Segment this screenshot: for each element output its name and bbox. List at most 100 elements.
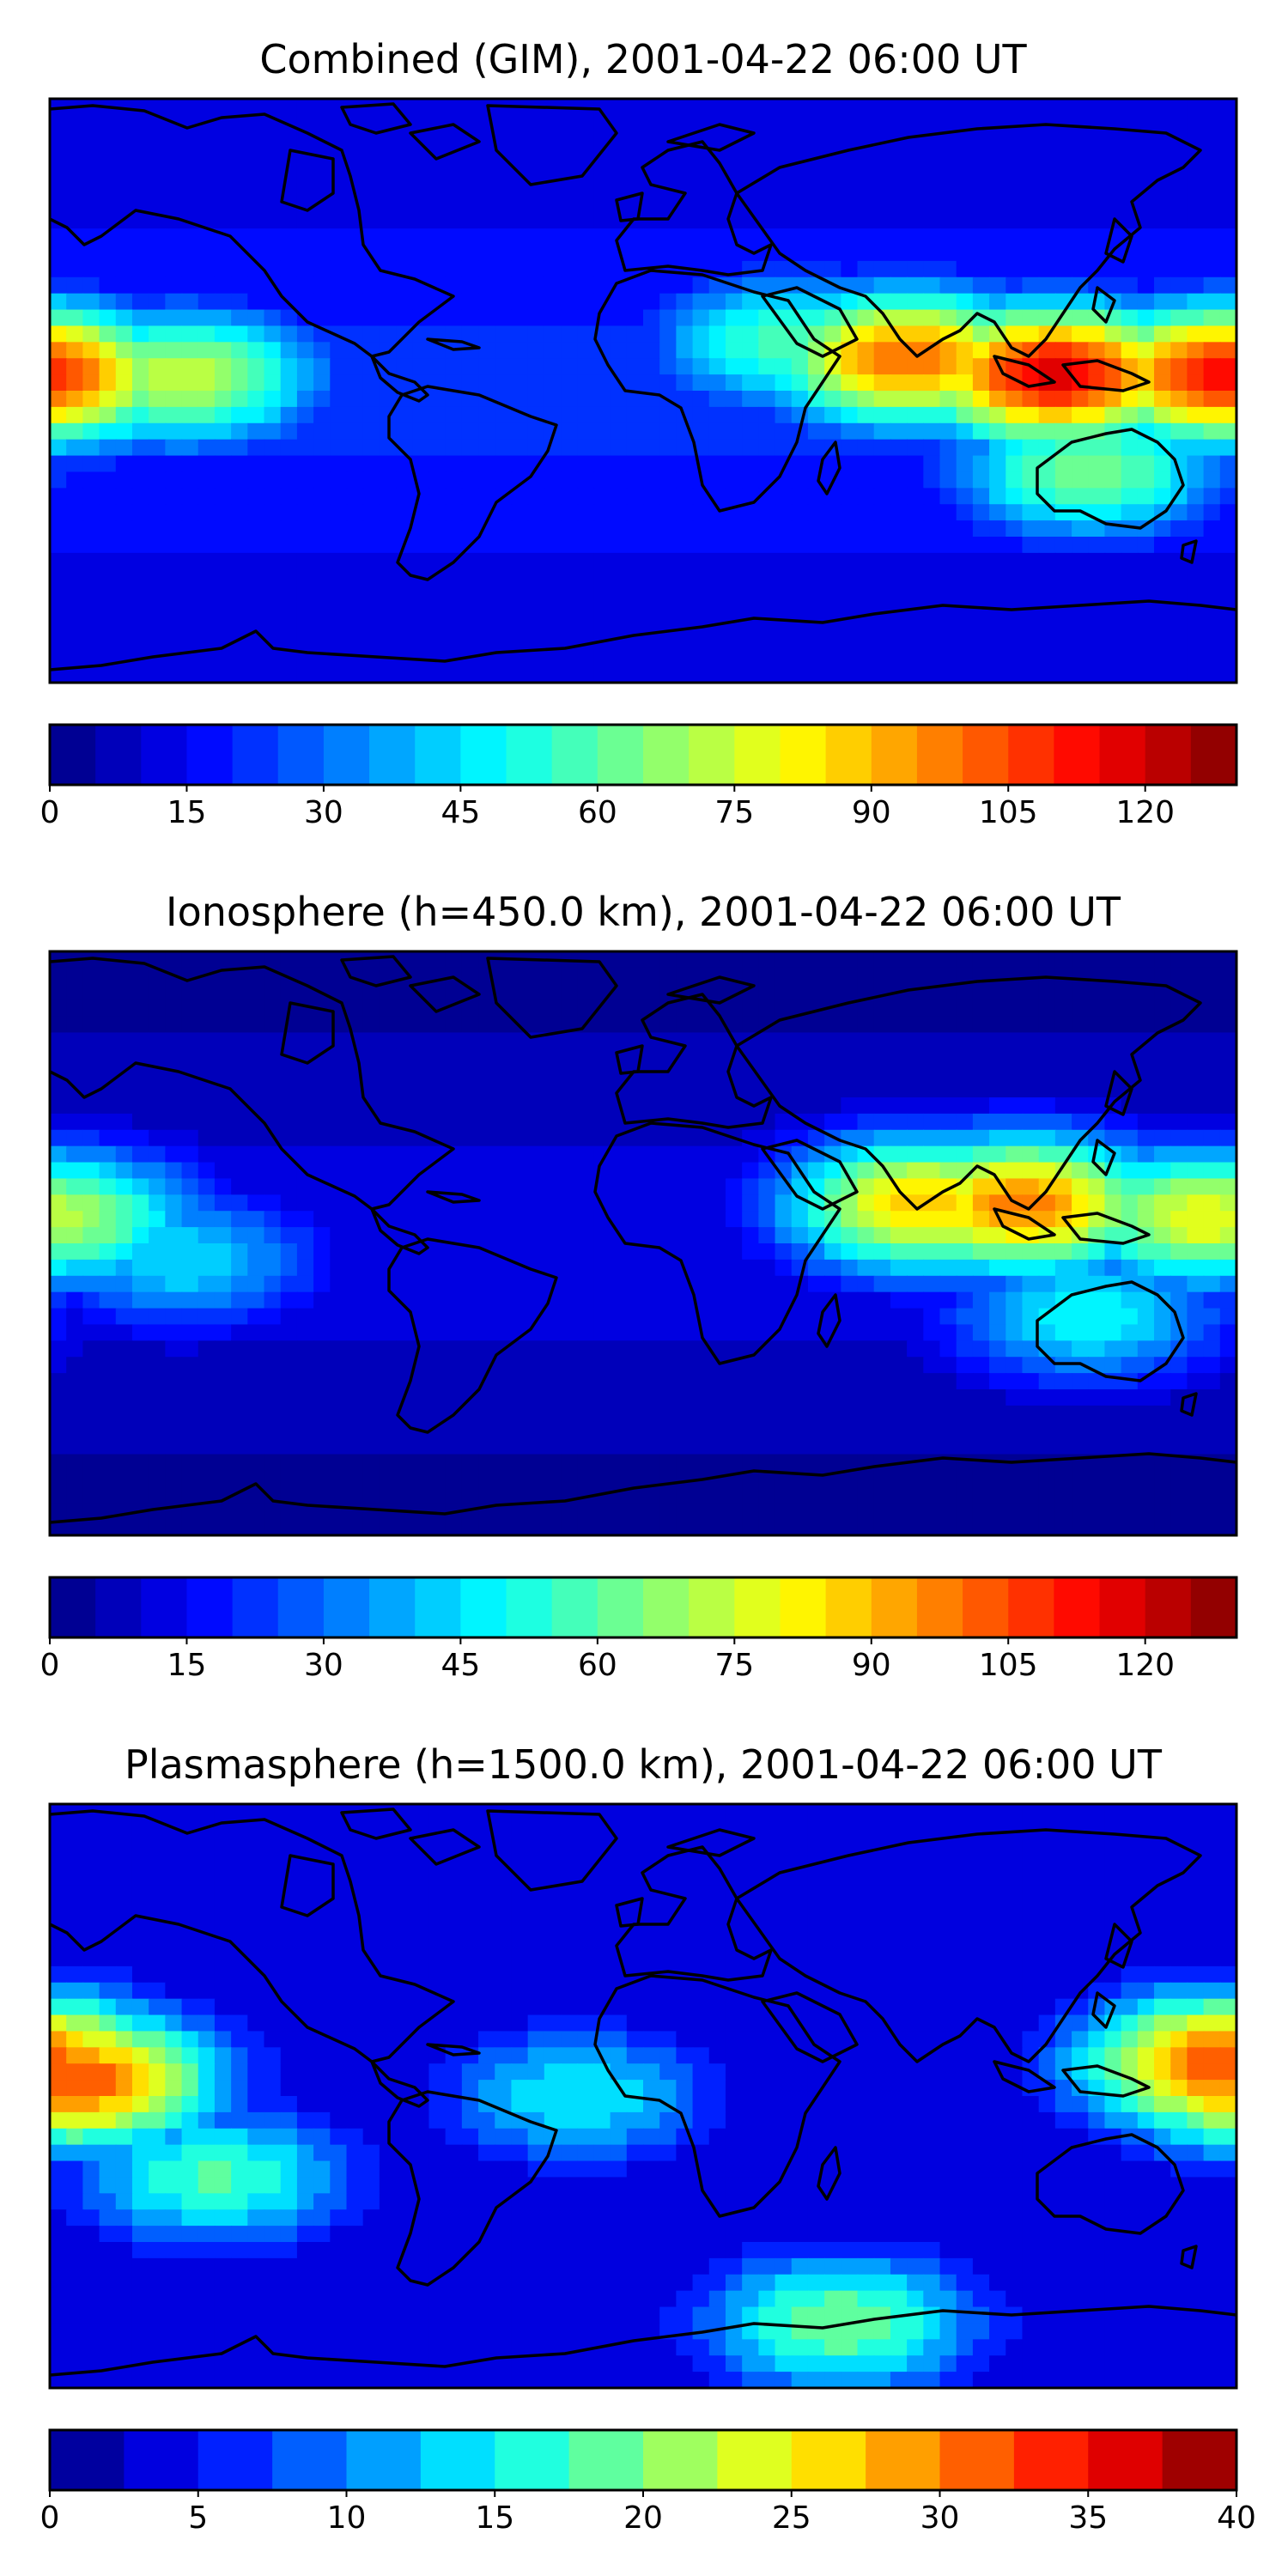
heat-cell — [1137, 196, 1155, 214]
heat-cell — [1054, 951, 1072, 969]
heat-cell — [742, 520, 760, 538]
heat-cell — [115, 1340, 133, 1358]
heat-cell — [725, 666, 743, 683]
heat-cell — [461, 1275, 479, 1293]
heat-cell — [972, 1454, 990, 1472]
heat-cell — [1005, 1145, 1024, 1163]
heat-cell — [939, 634, 957, 652]
heat-cell — [247, 552, 265, 570]
heat-cell — [561, 1097, 579, 1115]
heat-cell — [890, 422, 908, 440]
heat-cell — [1154, 488, 1172, 506]
heat-cell — [561, 114, 579, 132]
heat-cell — [890, 520, 908, 538]
heat-cell — [362, 1324, 380, 1342]
heat-cell — [149, 309, 167, 327]
heat-cell — [742, 1194, 760, 1212]
heat-cell — [676, 1291, 694, 1309]
heat-cell — [495, 325, 513, 343]
heat-cell — [873, 1178, 891, 1196]
heat-cell — [1005, 163, 1024, 181]
heat-cell — [692, 309, 710, 327]
heat-cell — [181, 1291, 199, 1309]
heat-cell — [1104, 537, 1122, 554]
heat-cell — [1121, 342, 1139, 360]
heat-cell — [1137, 293, 1155, 311]
heat-cell — [1154, 1421, 1172, 1439]
heat-cell — [99, 342, 117, 360]
heat-cell — [1154, 1405, 1172, 1423]
heat-cell — [511, 439, 529, 457]
heat-cell — [1072, 1194, 1090, 1212]
heat-cell — [873, 163, 891, 181]
heat-cell — [296, 1227, 314, 1244]
heat-cell — [412, 1016, 430, 1034]
heat-cell — [1022, 147, 1040, 165]
heat-cell — [346, 439, 364, 457]
heat-cell — [165, 666, 183, 683]
heat-cell — [346, 293, 364, 311]
heat-cell — [1187, 1113, 1205, 1131]
heat-cell — [1187, 260, 1205, 278]
heat-cell — [873, 1016, 891, 1034]
heat-cell — [989, 1357, 1007, 1374]
heat-cell — [659, 951, 677, 969]
heat-cell — [330, 983, 348, 1001]
heat-cell — [923, 455, 941, 473]
heat-cell — [1005, 1437, 1024, 1455]
heat-cell — [1121, 179, 1139, 197]
heat-cell — [149, 1324, 167, 1342]
heat-cell — [428, 585, 447, 603]
heat-cell — [708, 439, 726, 457]
heat-cell — [396, 585, 414, 603]
heat-cell — [214, 1048, 232, 1066]
heat-cell — [50, 179, 67, 197]
heat-cell — [1088, 1437, 1106, 1455]
heat-cell — [725, 439, 743, 457]
heat-cell — [214, 342, 232, 360]
heat-cell — [1137, 245, 1155, 262]
heat-cell — [165, 1340, 183, 1358]
heat-cell — [99, 1437, 117, 1455]
heat-cell — [165, 1211, 183, 1228]
heat-cell — [280, 406, 298, 424]
heat-cell — [791, 1324, 809, 1342]
heat-cell — [527, 358, 545, 375]
heat-cell — [544, 1389, 562, 1406]
heat-cell — [247, 488, 265, 506]
heat-cell — [561, 1470, 579, 1488]
heat-cell — [131, 585, 149, 603]
heat-cell — [511, 1357, 529, 1374]
heat-cell — [478, 374, 496, 392]
heat-cell — [972, 179, 990, 197]
heat-cell — [659, 163, 677, 181]
heat-cell — [923, 374, 941, 392]
heat-cell — [1121, 999, 1139, 1018]
heat-cell — [1054, 1194, 1072, 1212]
heat-cell — [1170, 439, 1188, 457]
heat-cell — [1121, 1162, 1139, 1180]
heat-cell — [412, 634, 430, 652]
heat-cell — [1022, 488, 1040, 506]
heatmap-combined — [50, 99, 1236, 683]
heat-cell — [50, 293, 67, 311]
heat-cell — [643, 537, 660, 554]
heat-cell — [1187, 1162, 1205, 1180]
heat-cell — [989, 585, 1007, 603]
heat-cell — [149, 245, 167, 262]
heat-cell — [379, 1470, 397, 1488]
heat-cell — [775, 1243, 793, 1261]
heat-cell — [99, 1227, 117, 1244]
heat-cell — [807, 1016, 825, 1034]
heat-cell — [396, 1065, 414, 1082]
heat-cell — [428, 1016, 447, 1034]
heat-cell — [115, 1081, 133, 1098]
heat-cell — [708, 293, 726, 311]
heat-cell — [907, 228, 925, 246]
heat-cell — [50, 1421, 67, 1439]
heat-cell — [115, 1211, 133, 1228]
heat-cell — [50, 1243, 67, 1261]
heat-cell — [214, 391, 232, 408]
heat-cell — [1038, 1421, 1056, 1439]
heat-cell — [1137, 1145, 1155, 1163]
